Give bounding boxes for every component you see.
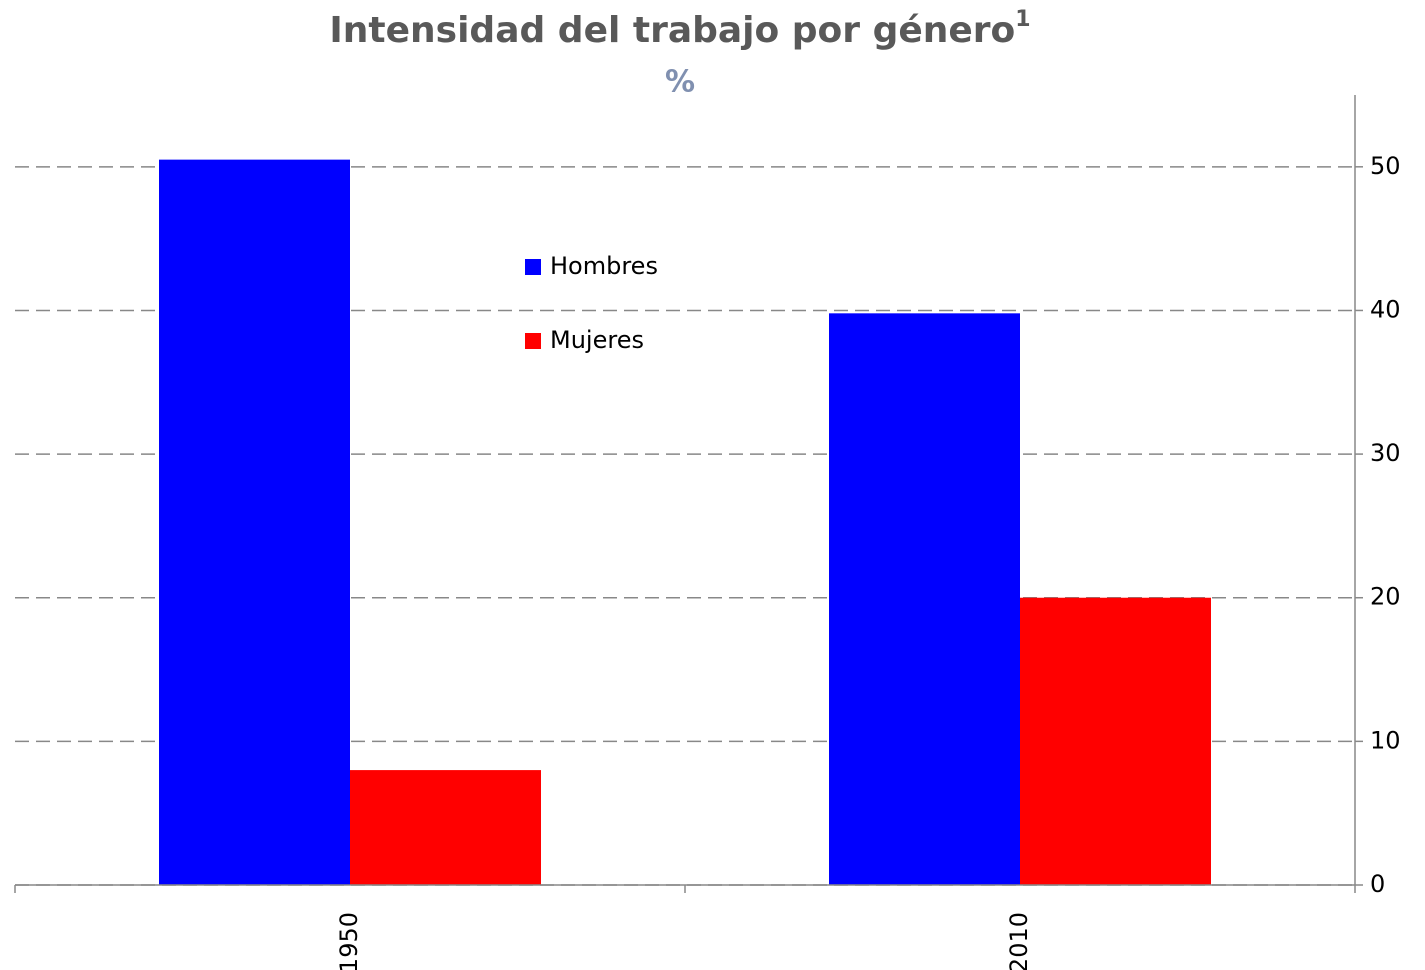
chart-title-group: Intensidad del trabajo por género1 [329,7,1030,51]
y-tick-label: 50 [1370,152,1401,180]
legend-label: Mujeres [550,326,644,354]
y-tick-label: 10 [1370,726,1401,754]
y-tick-label: 40 [1370,295,1401,323]
title-superscript: 1 [1015,7,1030,32]
bar [829,313,1020,885]
x-tick-label: 1950 [335,912,363,970]
legend-swatch [525,259,541,275]
y-tick-label: 20 [1370,583,1401,611]
chart-title: Intensidad del trabajo por género [329,10,1015,51]
x-tick-label: 2010 [1005,912,1033,970]
legend-swatch [525,333,541,349]
legend-label: Hombres [550,252,658,280]
bar [159,159,350,886]
bar [350,770,541,885]
y-tick-label: 30 [1370,439,1401,467]
bar [1020,597,1211,885]
chart-subtitle: % [665,65,695,100]
y-tick-label: 0 [1370,870,1385,898]
